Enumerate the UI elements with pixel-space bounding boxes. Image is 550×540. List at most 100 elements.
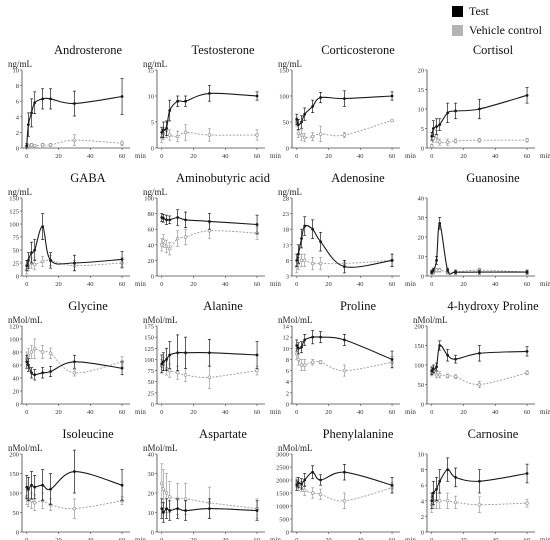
data-point xyxy=(342,368,347,373)
chart-isoleucine: Isoleucine nMol/mL 0 50 100 150 200 0 20 40 60 min xyxy=(8,427,146,540)
x-tick-label: 20 xyxy=(325,153,332,160)
x-tick-label: 0 xyxy=(430,537,433,540)
data-point xyxy=(437,140,442,144)
data-point xyxy=(73,470,76,473)
y-tick-label: 18 xyxy=(283,227,290,234)
x-tick-label: 60 xyxy=(119,537,126,540)
y-axis-label: nMol/mL xyxy=(278,315,313,325)
data-point xyxy=(32,262,37,267)
legend-item-vehicle: Vehicle control xyxy=(452,21,550,40)
chart-glycine: Glycine nMol/mL 0 20 40 60 80 100 120 0 20 40 60 min xyxy=(8,299,146,416)
data-point xyxy=(302,488,307,493)
x-tick-label: 0 xyxy=(25,153,28,160)
data-point xyxy=(446,111,450,115)
data-point xyxy=(525,93,529,97)
data-point xyxy=(477,382,482,387)
y-tick-label: 20 xyxy=(13,389,20,396)
data-point xyxy=(160,243,164,247)
data-point xyxy=(73,102,76,105)
x-tick-label: 20 xyxy=(460,409,467,416)
data-point xyxy=(296,131,301,136)
data-point xyxy=(30,111,33,115)
data-point xyxy=(49,97,52,101)
data-point xyxy=(176,99,180,103)
x-tick-label: 20 xyxy=(190,537,197,540)
data-point xyxy=(72,371,77,375)
y-tick-label: 60 xyxy=(13,363,20,370)
data-point xyxy=(167,495,172,499)
chart-proline: Proline nMol/mL 0 2 4 6 8 10 12 14 0 20 40 60 min xyxy=(278,299,416,416)
series-test xyxy=(430,340,529,376)
x-axis-label: min xyxy=(405,280,416,288)
y-tick-label: 0 xyxy=(286,146,289,153)
data-point xyxy=(299,363,304,367)
data-point xyxy=(161,239,166,243)
y-tick-label: 75 xyxy=(13,235,20,242)
data-point xyxy=(120,141,124,146)
x-tick-label: 20 xyxy=(190,409,197,416)
data-point xyxy=(160,507,164,510)
x-tick-label: 40 xyxy=(222,281,229,288)
data-point xyxy=(300,482,303,486)
x-tick-label: 40 xyxy=(357,153,364,160)
chart-title: GABA xyxy=(70,171,105,185)
y-tick-label: 50 xyxy=(418,382,425,389)
y-tick-label: 5 xyxy=(421,126,424,133)
data-point xyxy=(390,483,394,487)
y-tick-label: 200 xyxy=(414,324,424,331)
y-tick-label: 10 xyxy=(418,452,425,459)
series-test xyxy=(160,209,259,235)
legend-label-test: Test xyxy=(469,4,489,18)
data-point xyxy=(477,138,482,142)
data-point xyxy=(477,502,482,507)
data-point xyxy=(302,363,307,367)
data-point xyxy=(390,94,394,98)
data-point xyxy=(478,270,481,274)
data-point xyxy=(33,248,37,252)
data-point xyxy=(525,371,529,375)
chart-title: Androsterone xyxy=(54,43,122,57)
y-tick-label: 10 xyxy=(418,254,425,261)
y-tick-label: 20 xyxy=(148,491,155,498)
data-point xyxy=(296,481,300,484)
data-point xyxy=(33,485,37,489)
data-point xyxy=(342,133,347,137)
y-axis-label: nMol/mL xyxy=(413,315,448,325)
chart-phenylalanine: Phenylalanine nMol/mL 0 500 1000 1500 2000 2500… xyxy=(276,427,416,540)
y-tick-label: 150 xyxy=(9,471,19,478)
x-tick-label: 40 xyxy=(492,153,499,160)
x-tick-label: 20 xyxy=(325,281,332,288)
y-tick-label: 0 xyxy=(286,530,289,537)
data-point xyxy=(310,491,315,495)
data-point xyxy=(295,118,299,121)
series-vehicle-control xyxy=(295,347,394,377)
chart-aspartate: Aspartate nMol/mL 0 10 20 30 40 0 20 40 60 min xyxy=(143,427,281,540)
chart-title: Cortisol xyxy=(473,43,514,57)
data-point xyxy=(176,507,180,510)
x-tick-label: 20 xyxy=(55,281,62,288)
data-point xyxy=(478,107,481,111)
y-tick-label: 12 xyxy=(283,335,290,342)
y-tick-label: 0 xyxy=(16,146,19,153)
data-point xyxy=(49,487,52,491)
data-point xyxy=(40,259,45,264)
chart-adenosine: Adenosine ng/mL 3 8 13 18 23 28 0 20 40 60 min xyxy=(278,171,416,288)
x-axis-label: min xyxy=(270,536,281,540)
x-tick-label: 0 xyxy=(160,153,163,160)
x-tick-label: 0 xyxy=(160,281,163,288)
y-axis-label: nMol/mL xyxy=(143,315,178,325)
series-test xyxy=(25,213,124,272)
data-point xyxy=(318,132,323,136)
data-point xyxy=(435,487,438,491)
x-tick-label: 20 xyxy=(460,153,467,160)
data-point xyxy=(302,258,307,263)
data-point xyxy=(300,237,303,240)
data-point xyxy=(255,509,259,512)
data-point xyxy=(303,478,307,482)
data-point xyxy=(32,347,37,351)
y-tick-label: 25 xyxy=(148,390,155,397)
y-tick-label: 75 xyxy=(148,368,155,375)
y-tick-label: 2 xyxy=(421,514,424,521)
x-tick-label: 60 xyxy=(524,537,531,540)
data-point xyxy=(303,112,307,116)
